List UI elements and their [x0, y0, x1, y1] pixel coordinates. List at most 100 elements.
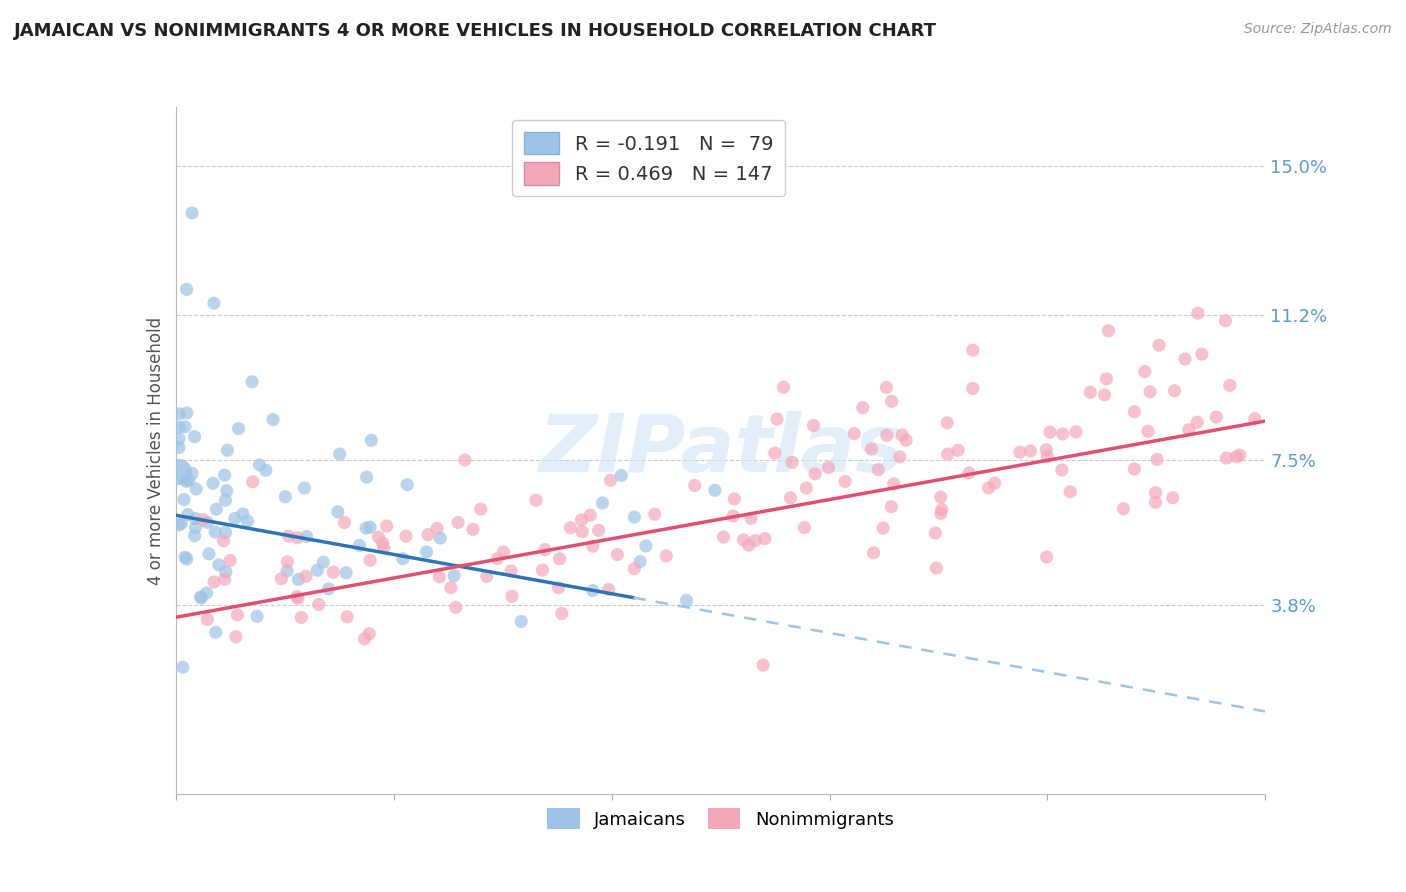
Point: [169, 407, 191, 421]
Point: [1174, 352, 1197, 367]
Point: [957, 466, 980, 480]
Point: [359, 520, 381, 534]
Point: [195, 586, 218, 600]
Point: [195, 516, 218, 530]
Point: [929, 490, 952, 504]
Point: [190, 590, 212, 604]
Point: [359, 553, 381, 567]
Point: [713, 530, 735, 544]
Point: [1215, 450, 1237, 465]
Point: [675, 593, 697, 607]
Point: [285, 590, 308, 604]
Point: [794, 481, 817, 495]
Point: [834, 475, 856, 489]
Point: [977, 481, 1000, 495]
Point: [215, 565, 238, 579]
Point: [290, 610, 312, 624]
Point: [1078, 385, 1101, 400]
Point: [623, 562, 645, 576]
Point: [962, 343, 984, 358]
Point: [946, 443, 969, 458]
Point: [226, 607, 249, 622]
Point: [510, 615, 533, 629]
Point: [582, 583, 605, 598]
Point: [817, 460, 839, 475]
Point: [249, 458, 271, 472]
Point: [191, 513, 214, 527]
Point: [1205, 410, 1227, 425]
Point: [228, 421, 250, 435]
Point: [214, 468, 236, 483]
Point: [534, 542, 557, 557]
Point: [1163, 384, 1185, 398]
Point: [208, 558, 231, 572]
Point: [335, 566, 357, 580]
Point: [375, 519, 398, 533]
Point: [440, 581, 463, 595]
Point: [214, 525, 236, 540]
Point: [336, 609, 359, 624]
Point: [322, 565, 344, 579]
Point: [276, 555, 298, 569]
Point: [475, 569, 498, 583]
Point: [190, 591, 212, 605]
Point: [287, 573, 309, 587]
Point: [242, 475, 264, 489]
Point: [287, 531, 309, 545]
Point: [1215, 314, 1237, 328]
Point: [1146, 452, 1168, 467]
Point: [205, 502, 228, 516]
Point: [683, 478, 706, 492]
Point: [1097, 324, 1119, 338]
Point: [224, 511, 246, 525]
Point: [360, 434, 382, 448]
Point: [359, 627, 381, 641]
Point: [195, 612, 218, 626]
Point: [571, 524, 593, 539]
Point: [860, 442, 883, 456]
Point: [454, 453, 477, 467]
Point: [862, 546, 884, 560]
Point: [1123, 405, 1146, 419]
Point: [240, 375, 263, 389]
Point: [392, 551, 415, 566]
Point: [176, 406, 198, 420]
Point: [444, 600, 467, 615]
Point: [176, 282, 198, 296]
Point: [492, 545, 515, 559]
Point: [733, 533, 755, 547]
Point: [560, 521, 582, 535]
Point: [236, 514, 259, 528]
Point: [1133, 365, 1156, 379]
Point: [599, 474, 621, 488]
Point: [174, 475, 197, 489]
Point: [333, 516, 356, 530]
Point: [872, 521, 894, 535]
Point: [167, 432, 190, 446]
Point: [170, 516, 193, 531]
Point: [167, 441, 190, 455]
Point: [889, 450, 911, 464]
Point: [738, 538, 761, 552]
Point: [308, 598, 330, 612]
Point: [1178, 423, 1201, 437]
Point: [1144, 495, 1167, 509]
Point: [201, 476, 224, 491]
Point: [184, 511, 207, 525]
Point: [219, 553, 242, 567]
Point: [1191, 347, 1213, 361]
Point: [623, 510, 645, 524]
Point: [551, 607, 574, 621]
Point: [367, 530, 389, 544]
Point: [443, 568, 465, 582]
Point: [598, 582, 620, 597]
Point: [429, 569, 451, 583]
Point: [167, 465, 190, 479]
Point: [1064, 425, 1087, 439]
Point: [766, 412, 789, 426]
Point: [461, 522, 484, 536]
Point: [1187, 306, 1209, 320]
Point: [167, 420, 190, 434]
Point: [591, 496, 613, 510]
Point: [1036, 450, 1059, 464]
